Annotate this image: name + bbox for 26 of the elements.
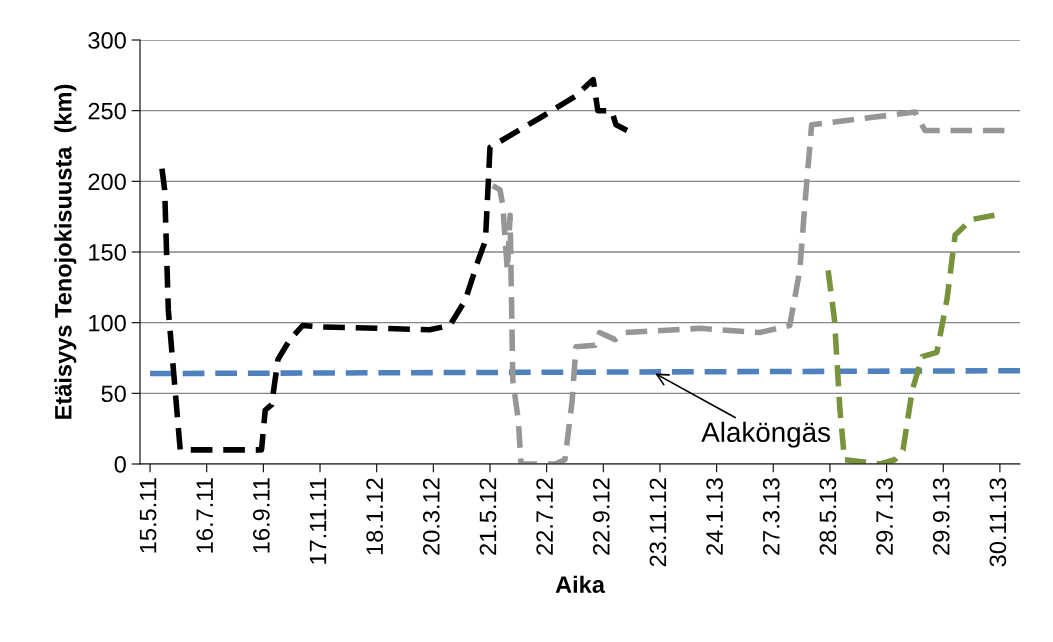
y-tick-label: 300: [88, 32, 126, 49]
y-tick-label: 50: [101, 385, 126, 403]
y-tick-label: 150: [89, 244, 126, 261]
y-tick-label: 0: [114, 456, 126, 473]
x-tick-label: 29.7.13: [876, 478, 893, 555]
x-tick-label: 16.7.11: [196, 478, 214, 553]
x-tick-label: 27.3.13: [762, 478, 780, 555]
y-tick-label: 250: [88, 102, 126, 120]
x-axis-title: Aika: [555, 575, 606, 594]
x-tick-label: 23.11.12: [649, 478, 667, 567]
x-tick-label: 15.5.11: [139, 478, 157, 553]
y-tick-label: 200: [88, 173, 126, 191]
x-tick-label: 30.11.13: [989, 478, 1007, 567]
x-tick-label: 22.7.12: [536, 478, 553, 555]
x-tick-label: 29.9.13: [932, 478, 950, 555]
x-tick-label: 24.1.13: [706, 478, 723, 555]
y-axis-title: Etäisyys Tenojokisuusta (km): [54, 84, 77, 419]
x-tick-label: 17.11.11: [309, 478, 327, 564]
x-tick-label: 28.5.13: [819, 478, 837, 555]
x-tick-label: 18.1.12: [366, 478, 384, 555]
x-tick-label: 16.9.11: [252, 478, 270, 553]
y-tick-label: 100: [89, 314, 126, 332]
x-tick-label: 20.3.12: [422, 478, 440, 555]
annotation: Alaköngäs: [701, 421, 830, 448]
x-tick-label: 22.9.12: [592, 478, 610, 555]
x-tick-label: 21.5.12: [479, 478, 497, 555]
